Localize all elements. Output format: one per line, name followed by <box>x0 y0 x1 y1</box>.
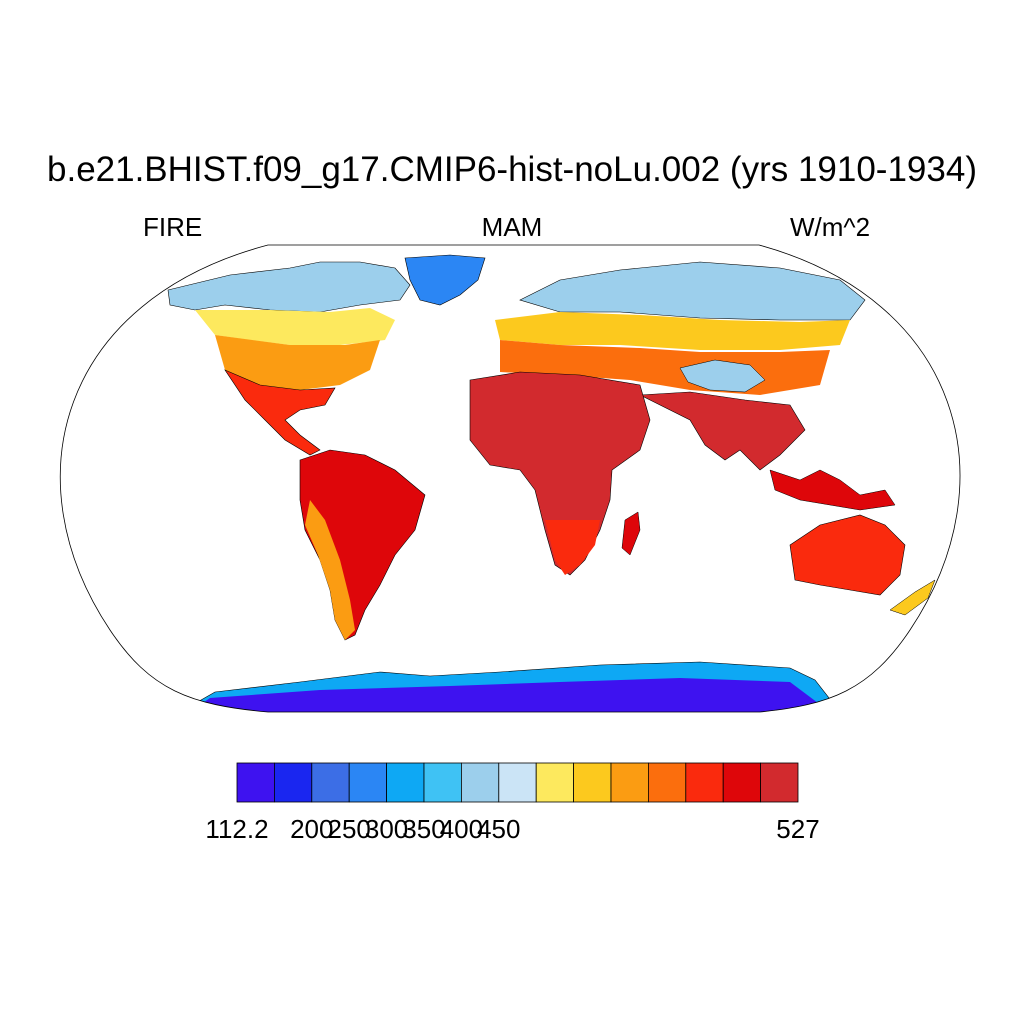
north-america-boreal <box>167 261 411 313</box>
colorbar-box <box>685 762 724 803</box>
north-america-south <box>224 369 336 456</box>
new-zealand <box>889 579 936 616</box>
antarctica-interior <box>190 678 830 712</box>
colorbar-tick-label: 200 <box>290 814 333 844</box>
colorbar-box <box>722 762 762 803</box>
colorbar-box <box>498 762 537 803</box>
land-fields <box>167 254 936 712</box>
colorbar-tick-label: 450 <box>477 814 520 844</box>
colorbar-box <box>348 762 388 803</box>
colorbar-box <box>760 762 799 803</box>
colorbar-box <box>236 762 275 803</box>
south-asia <box>638 391 806 471</box>
globe-outline <box>59 244 961 713</box>
colorbar-box <box>648 762 687 803</box>
eurasia-temperate <box>495 312 850 350</box>
plot-title: b.e21.BHIST.f09_g17.CMIP6-hist-noLu.002 … <box>47 150 977 189</box>
colorbar-tick-label: 300 <box>365 814 408 844</box>
variable-label: FIRE <box>143 212 203 242</box>
season-label: MAM <box>481 212 543 242</box>
greenland <box>404 254 486 306</box>
colorbar-boxes <box>236 762 799 803</box>
colorbar-box <box>273 762 313 803</box>
tibetan-plateau <box>679 359 766 393</box>
north-america-subarctic <box>195 308 395 345</box>
colorbar-box <box>573 762 612 803</box>
colorbar-tick-label: 112.2 <box>205 814 268 844</box>
colorbar-tick-label: 350 <box>402 814 445 844</box>
southeast-asia-islands <box>769 469 896 511</box>
colorbar-tick-label: 400 <box>440 814 483 844</box>
colorbar-box <box>460 762 500 803</box>
colorbar-box <box>311 762 350 803</box>
north-america-temperate <box>215 335 380 390</box>
units-label: W/m^2 <box>790 212 871 242</box>
colorbar-tick-label: 527 <box>776 814 819 844</box>
colorbar-tick-label: 250 <box>328 814 371 844</box>
southern-africa <box>545 520 600 575</box>
colorbar-box <box>386 762 425 803</box>
colorbar-box <box>423 762 462 803</box>
australia <box>789 514 906 596</box>
madagascar <box>621 511 641 556</box>
south-america-andes <box>305 500 355 640</box>
colorbar-box <box>535 762 575 803</box>
eurasia-boreal <box>519 261 866 321</box>
colorbar-box <box>610 762 649 803</box>
